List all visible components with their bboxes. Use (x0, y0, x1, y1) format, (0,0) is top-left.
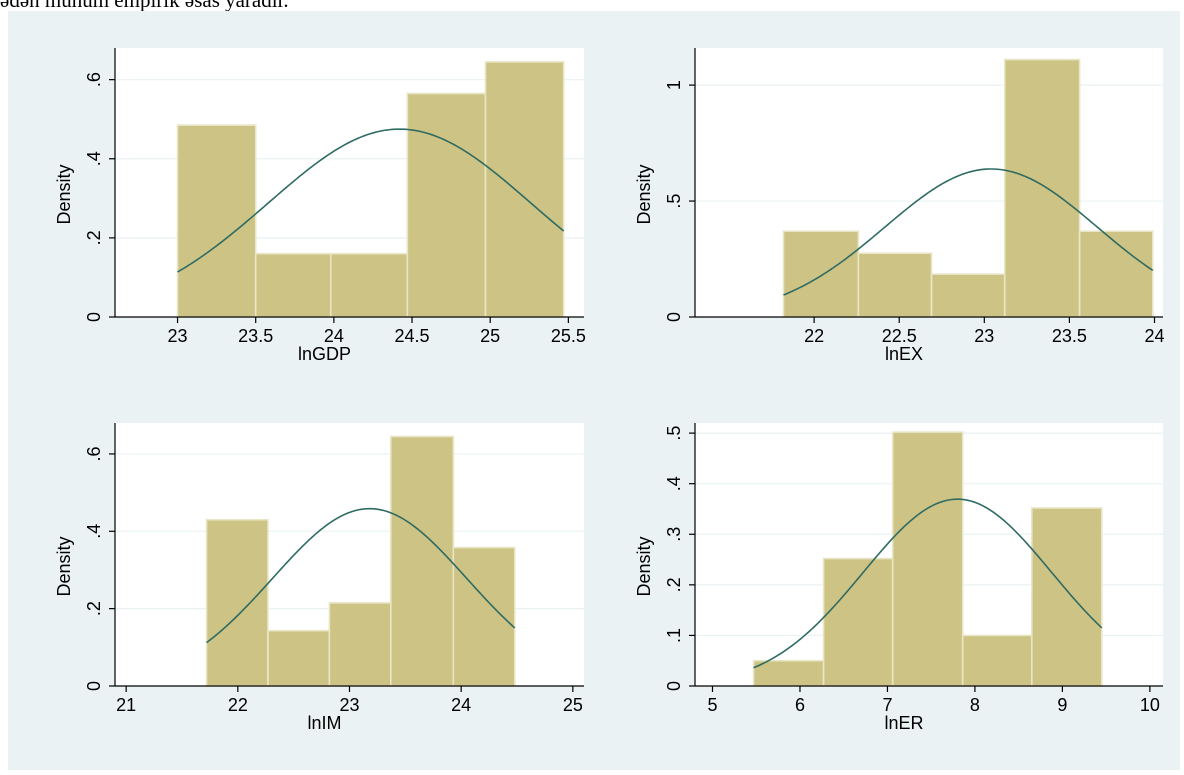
histogram-bar (752, 659, 825, 687)
histogram-bar (1078, 230, 1154, 318)
y-tick-label: .5 (664, 194, 684, 209)
x-tick-label: 23 (974, 326, 994, 346)
page-caption: ədən mühüm empirik əsas yaradır. (0, 0, 289, 12)
y-axis-title: Density (54, 536, 74, 596)
histogram-bar (406, 92, 487, 318)
x-tick-label: 7 (882, 695, 892, 715)
x-tick-label: 24 (324, 326, 344, 346)
x-tick-label: 25 (480, 326, 500, 346)
histogram-bar (782, 230, 860, 318)
y-tick-label: .3 (664, 527, 684, 542)
x-tick-label: 8 (970, 695, 980, 715)
histogram-panel-lnEX: 22 22.5 23 23.5 24 0 .5 1 lnEX Density (634, 48, 1165, 364)
histogram-bar (328, 602, 392, 687)
x-tick-label: 22 (804, 326, 824, 346)
histogram-panel-lnGDP: 23 23.5 24 24.5 25 25.5 0 .2 .4 .6 lnGDP Density (54, 48, 586, 364)
x-tick-label: 10 (1140, 695, 1160, 715)
x-axis-title: lnEX (885, 344, 923, 364)
x-tick-label: 24 (1144, 326, 1164, 346)
histogram-figure: 23 23.5 24 24.5 25 25.5 0.2.4.6 lnGDP Density 22 2… (8, 11, 1180, 770)
x-tick-label: 22.5 (882, 326, 917, 346)
histogram-bar (176, 124, 257, 318)
y-tick-label: .6 (84, 72, 104, 87)
x-axis-title: lnIM (307, 713, 341, 733)
x-tick-label: 24 (451, 695, 471, 715)
histogram-bar (452, 546, 516, 687)
histogram-panel-lnER: 5 6 7 8 9 10 0 .1 .2 .3 .4 .5 lnER Density (634, 423, 1163, 733)
histogram-panel-lnIM: 21 22 23 24 25 0 .2 .4 .6 lnIM Density (54, 423, 584, 733)
x-tick-label: 23.5 (238, 326, 273, 346)
y-tick-label: .4 (664, 476, 684, 491)
x-tick-label: 9 (1057, 695, 1067, 715)
y-tick-label: 0 (84, 312, 104, 322)
histogram-bar (891, 431, 964, 687)
x-axis-title: lnER (884, 713, 923, 733)
y-tick-label: .2 (664, 577, 684, 592)
histogram-bar (205, 518, 269, 687)
histogram-bar (1003, 58, 1081, 318)
normal-density-curve (206, 507, 516, 644)
histogram-bar (267, 629, 331, 687)
y-tick-label: 1 (664, 80, 684, 90)
histogram-bar (930, 273, 1006, 318)
normal-density-curve (177, 128, 565, 273)
normal-density-curve (753, 498, 1103, 669)
y-tick-label: .1 (664, 628, 684, 643)
x-tick-label: 6 (795, 695, 805, 715)
x-tick-label: 23.5 (1052, 326, 1087, 346)
x-tick-label: 21 (116, 695, 136, 715)
histogram-bar (822, 557, 894, 687)
x-tick-label: 22 (228, 695, 248, 715)
histogram-bar (857, 252, 933, 318)
y-tick-label: .6 (84, 446, 104, 461)
x-tick-label: 25 (563, 695, 583, 715)
normal-density-curve (783, 168, 1154, 296)
y-tick-label: .4 (84, 524, 104, 539)
y-tick-label: 0 (664, 681, 684, 691)
histogram-bar (329, 252, 409, 318)
y-tick-label: 0 (664, 312, 684, 322)
y-tick-label: .2 (84, 230, 104, 245)
histogram-bar (1030, 507, 1103, 687)
y-tick-label: .4 (84, 151, 104, 166)
y-tick-label: .2 (84, 601, 104, 616)
x-axis-title: lnGDP (298, 344, 351, 364)
y-axis-title: Density (634, 536, 654, 596)
y-tick-label: .5 (664, 426, 684, 441)
histogram-bar (961, 634, 1033, 687)
x-tick-label: 25.5 (551, 326, 586, 346)
x-tick-label: 23 (168, 326, 188, 346)
histogram-bar (484, 61, 565, 318)
histogram-bar (390, 435, 455, 687)
y-axis-title: Density (634, 164, 654, 224)
histogram-bar (254, 252, 332, 318)
y-axis-title: Density (54, 164, 74, 224)
x-tick-label: 23 (339, 695, 359, 715)
y-tick-label: 0 (84, 681, 104, 691)
x-tick-label: 24.5 (395, 326, 430, 346)
x-tick-label: 5 (707, 695, 717, 715)
